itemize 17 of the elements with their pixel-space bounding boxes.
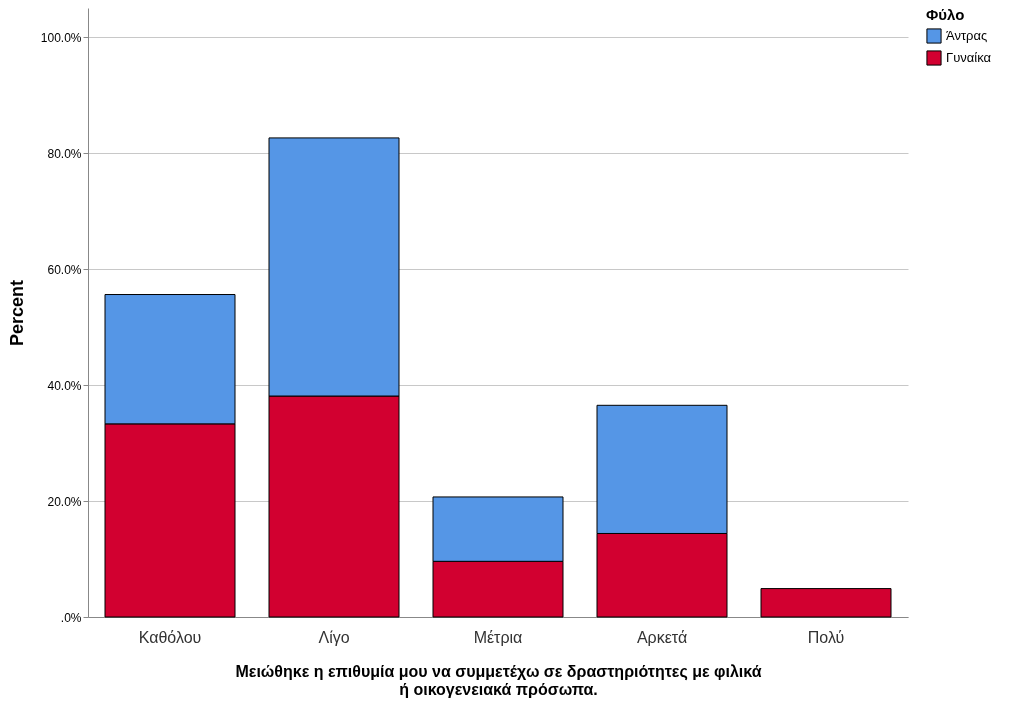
y-tick-label: 100.0% (40, 30, 82, 45)
legend-title: Φύλο (926, 6, 965, 23)
bar (760, 588, 892, 618)
y-tick-label: 40.0% (47, 378, 82, 393)
x-tick-label: Πολύ (807, 628, 845, 646)
y-axis-title: Percent (6, 279, 27, 347)
x-tick-label: Καθόλου (138, 628, 202, 646)
y-tick-label: 80.0% (47, 146, 82, 161)
x-tick-label: Λίγο (318, 628, 350, 646)
legend-label: Γυναίκα (946, 50, 992, 65)
x-tick-label: Μέτρια (473, 628, 523, 646)
y-tick-label: 60.0% (47, 262, 82, 277)
x-axis-title: Μειώθηκε η επιθυμία μου να συμμετέχω σε δραστηριότητες με φιλικά ή οικογενειακά πρόσωπα. (235, 662, 762, 698)
x-tick-label: Αρκετά (636, 628, 688, 646)
y-tick-label: 20.0% (47, 494, 82, 509)
legend-label: Άντρας (946, 28, 988, 43)
y-tick-label: .0% (60, 610, 82, 625)
